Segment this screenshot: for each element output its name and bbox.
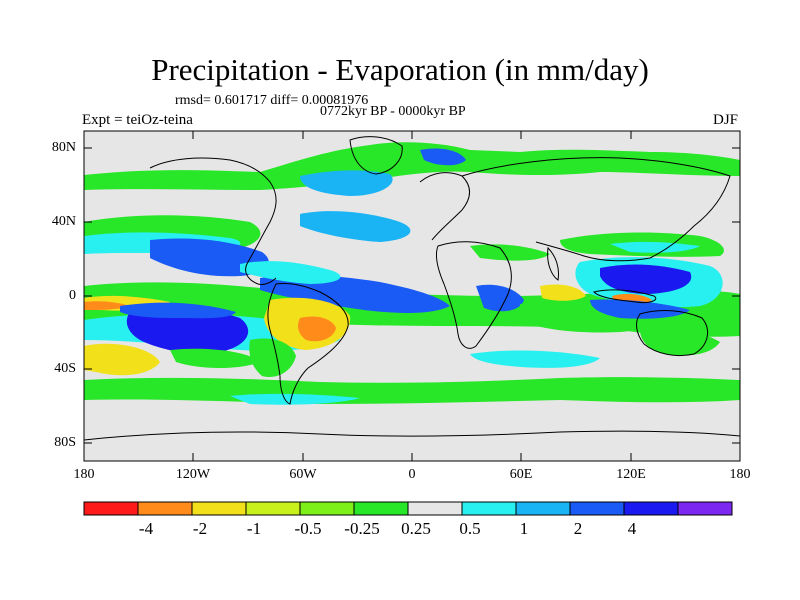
pacific-south-blob [126, 308, 249, 354]
y-label-40s: 40S [54, 361, 76, 376]
south-america-dry [298, 316, 336, 342]
y-label-80s: 80S [54, 435, 76, 450]
south-indian-cyan [470, 350, 600, 368]
north-america-coast [149, 157, 277, 285]
x-label-180e: 180 [729, 467, 751, 482]
season-label: DJF [713, 112, 739, 128]
x-label-60e: 60E [509, 467, 533, 482]
australia-green [640, 328, 720, 356]
antarctica-coast [84, 430, 740, 441]
colorbar-box-8 [515, 501, 571, 516]
east-pacific-blue [150, 238, 269, 277]
colorbar-box-1 [137, 501, 193, 516]
colorbar-box-10 [623, 501, 679, 516]
colorbar-label-2: 2 [573, 519, 583, 538]
colorbar-label-neg0-25: -0.25 [344, 519, 380, 538]
asia-coast [461, 157, 731, 262]
south-pacific-yellow [84, 343, 160, 376]
maritime-blue-south [590, 299, 690, 319]
colorbar-box-3 [245, 501, 301, 516]
precip-field [84, 142, 740, 405]
atlantic-itcz [260, 275, 450, 313]
y-label-40n: 40N [51, 214, 76, 229]
x-label-180w: 180 [73, 467, 95, 482]
colorbar-box-7 [461, 501, 517, 516]
colorbar-box-9 [569, 501, 625, 516]
colorbar-label-neg4: -4 [138, 519, 154, 538]
europe-coast [419, 172, 470, 241]
north-atlantic-blue [300, 211, 411, 242]
south-pacific-green [170, 348, 260, 368]
y-label-0: 0 [69, 288, 76, 303]
time-period-label: 0772kyr BP - 0000kyr BP [320, 104, 466, 119]
east-asia-cyan [610, 241, 700, 253]
north-atlantic-storm [300, 170, 393, 196]
atlantic-itcz-cyan [240, 261, 341, 284]
colorbar-box-11 [677, 501, 733, 516]
rmsd-diff-stats: rmsd= 0.601717 diff= 0.00081976 [175, 93, 369, 108]
colorbar-label-4: 4 [627, 519, 637, 538]
colorbar-box-2 [191, 501, 247, 516]
colorbar-label-neg0-5: -0.5 [294, 519, 322, 538]
africa-blue [476, 284, 524, 312]
southern-cyan-strip [230, 393, 360, 405]
equatorial-red-west [84, 301, 130, 310]
experiment-label: Expt = teiOz-teina [82, 112, 193, 128]
greenland-coast [349, 136, 403, 175]
mediterranean-green [470, 244, 550, 261]
indonesia-coast [593, 289, 657, 303]
x-label-120e: 120E [616, 467, 646, 482]
x-label-120w: 120W [175, 467, 211, 482]
y-label-80n: 80N [51, 140, 76, 155]
greenland-blue [420, 148, 466, 166]
colorbar-label-1: 1 [519, 519, 529, 538]
maritime-continent [600, 264, 692, 294]
colorbar-box-4 [299, 501, 355, 516]
y-axis-ticks [84, 147, 740, 444]
colorbar-label-neg2: -2 [192, 519, 208, 538]
x-label-0: 0 [408, 467, 416, 482]
colorbar [83, 501, 733, 516]
chart-title: Precipitation - Evaporation (in mm/day) [151, 52, 649, 87]
south-america-coast [267, 283, 349, 405]
x-axis-ticks [83, 131, 741, 461]
india-coast [547, 246, 559, 281]
colorbar-box-6 [407, 501, 463, 516]
x-label-60w: 60W [289, 467, 317, 482]
indian-ocean-yellow [540, 284, 586, 301]
coastlines [84, 136, 740, 441]
africa-coast [435, 241, 512, 349]
south-america-green [249, 338, 296, 378]
colorbar-box-5 [353, 501, 409, 516]
arctic-green-band [84, 142, 740, 190]
colorbar-box-0 [83, 501, 139, 516]
pacific-south-blue [120, 302, 236, 319]
australia-coast [636, 310, 709, 357]
colorbar-label-neg1: -1 [246, 519, 262, 538]
colorbar-label-0-5: 0.5 [459, 519, 481, 538]
colorbar-label-0-25: 0.25 [401, 519, 431, 538]
